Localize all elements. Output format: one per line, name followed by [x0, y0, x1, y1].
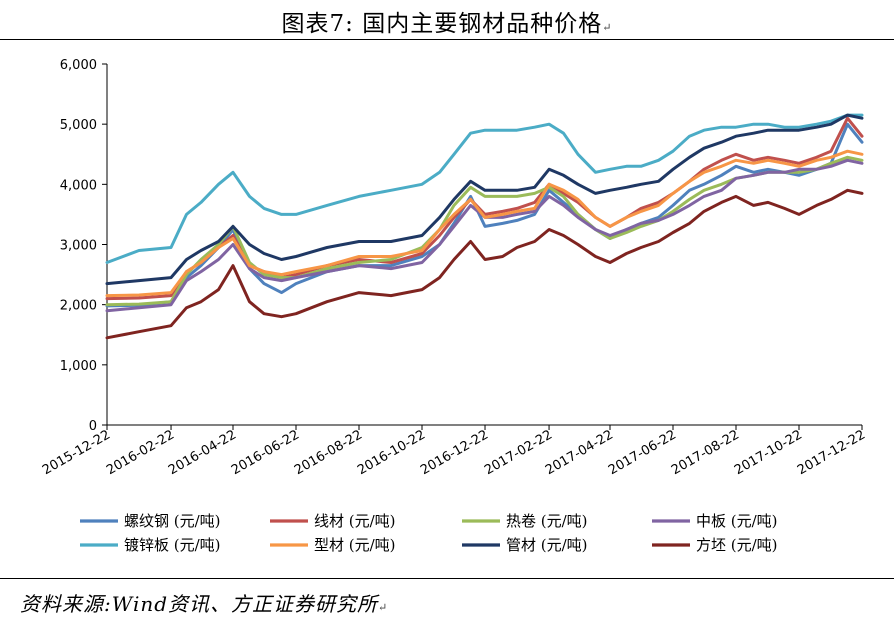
series-lines: [105, 113, 864, 340]
x-tick-label: 2017-12-22: [795, 427, 868, 478]
title-divider: [0, 39, 894, 40]
x-tick-label: 2016-10-22: [355, 427, 428, 478]
legend-label: 螺纹钢 (元/吨): [124, 512, 221, 530]
legend-label: 型材 (元/吨): [314, 536, 396, 554]
x-tick-label: 2017-06-22: [606, 427, 679, 478]
source-divider: [0, 578, 894, 579]
series-line-7: [105, 113, 864, 286]
y-tick-label: 5,000: [60, 118, 97, 133]
steel-price-line-chart: 0 1,000 2,000 3,000 4,000 5,000 6,000 2015-12-…: [40, 58, 868, 554]
series-line-6: [105, 149, 864, 298]
x-tick-label: 2016-02-22: [104, 427, 177, 478]
y-tick-label: 3,000: [60, 239, 97, 254]
legend-label: 中板 (元/吨): [696, 512, 778, 530]
figure-title-text: 图表7: 国内主要钢材品种价格: [281, 11, 603, 37]
series-line-3: [105, 155, 864, 307]
y-tick-label: 6,000: [60, 58, 97, 73]
legend-item-2: 线材 (元/吨): [270, 512, 396, 530]
legend-label: 管材 (元/吨): [506, 536, 588, 554]
legend-label: 线材 (元/吨): [314, 512, 396, 530]
legend-item-7: 管材 (元/吨): [462, 536, 588, 554]
y-tick-label: 2,000: [60, 299, 97, 314]
legend-label: 热卷 (元/吨): [506, 512, 588, 530]
x-tick-label: 2016-04-22: [166, 427, 239, 478]
legend-item-4: 中板 (元/吨): [652, 512, 778, 530]
legend-item-8: 方坯 (元/吨): [652, 536, 778, 554]
legend-item-6: 型材 (元/吨): [270, 536, 396, 554]
legend-label: 方坯 (元/吨): [696, 536, 778, 554]
x-tick-label: 2017-10-22: [732, 427, 805, 478]
x-tick-label: 2016-12-22: [418, 427, 491, 478]
series-line-4: [105, 158, 864, 313]
x-tick-label: 2015-12-22: [40, 427, 113, 478]
figure-title: 图表7: 国内主要钢材品种价格↵: [0, 4, 894, 38]
legend-item-3: 热卷 (元/吨): [462, 512, 588, 530]
legend: 螺纹钢 (元/吨) 线材 (元/吨) 热卷 (元/吨) 中板 (元/吨) 镀锌板 (元/…: [80, 512, 778, 554]
x-axis: 2015-12-222016-02-222016-04-222016-06-22…: [40, 424, 868, 478]
return-mark-icon: ↵: [602, 21, 613, 34]
x-tick-label: 2017-04-22: [543, 427, 616, 478]
series-line-8: [105, 188, 864, 340]
y-tick-label: 1,000: [60, 359, 97, 374]
series-line-5: [105, 113, 864, 264]
source-note: 资料来源:Wind资讯、方正证券研究所↵: [20, 588, 388, 617]
y-tick-label: 4,000: [60, 178, 97, 193]
source-text: 资料来源:Wind资讯、方正证券研究所: [20, 592, 379, 616]
x-tick-label: 2016-08-22: [292, 427, 365, 478]
series-line-2: [105, 116, 864, 301]
y-axis: 0 1,000 2,000 3,000 4,000 5,000 6,000: [60, 58, 108, 434]
x-tick-label: 2016-06-22: [229, 427, 302, 478]
legend-item-1: 螺纹钢 (元/吨): [80, 512, 221, 530]
x-tick-label: 2017-02-22: [482, 427, 555, 478]
y-tick-label: 0: [89, 419, 97, 434]
legend-item-5: 镀锌板 (元/吨): [80, 536, 221, 554]
legend-label: 镀锌板 (元/吨): [124, 536, 221, 554]
x-tick-label: 2017-08-22: [669, 427, 742, 478]
return-mark-icon: ↵: [378, 601, 389, 614]
